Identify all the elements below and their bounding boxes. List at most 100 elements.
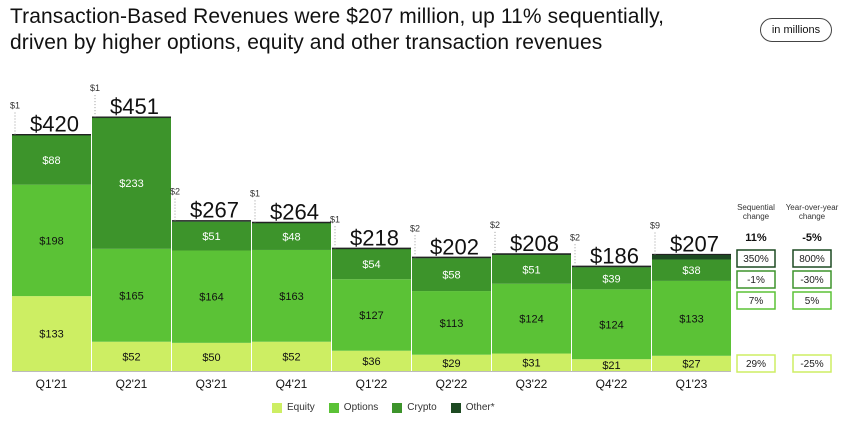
bar-segment-options: [252, 249, 331, 342]
bar-segment-options: [652, 280, 731, 356]
segment-label: $36: [362, 356, 380, 368]
bar-segment-other: [652, 254, 731, 260]
other-label: $9: [650, 220, 660, 230]
change-header: Year-over-year: [786, 203, 839, 212]
total-label: $218: [350, 225, 399, 250]
segment-label: $124: [599, 319, 623, 331]
legend-swatch: [272, 402, 282, 413]
segment-label: $163: [279, 291, 303, 303]
bar-segment-crypto: [412, 258, 491, 292]
category-label: Q1'21: [36, 377, 68, 391]
total-label: $207: [670, 231, 719, 256]
title-line-1: Transaction-Based Revenues were $207 mil…: [10, 5, 665, 28]
segment-label: $164: [199, 292, 223, 304]
bar-segment-equity: [332, 350, 411, 371]
bar-segment-equity: [572, 359, 651, 371]
change-value: 5%: [805, 296, 820, 307]
segment-label: $58: [442, 270, 460, 282]
segment-label: $39: [602, 273, 620, 285]
change-box: [736, 354, 776, 373]
bar-segment-equity: [252, 341, 331, 371]
change-box: [792, 291, 832, 310]
category-label: Q3'21: [196, 377, 228, 391]
change-value: 800%: [799, 254, 825, 265]
total-change: 11%: [745, 232, 767, 244]
change-value: 29%: [746, 359, 766, 370]
bar-segment-options: [572, 289, 651, 360]
legend-item: Equity: [272, 402, 315, 413]
change-value: 7%: [749, 296, 764, 307]
bar-segment-equity: [172, 342, 251, 371]
total-label: $202: [430, 234, 479, 259]
legend-item: Options: [328, 402, 379, 413]
legend-label: Crypto: [407, 402, 437, 413]
change-header: change: [743, 212, 770, 221]
total-change: -5%: [802, 232, 822, 244]
bar-segment-crypto: [252, 222, 331, 250]
change-header: Sequential: [737, 203, 775, 212]
other-label: $2: [570, 232, 580, 242]
units-badge: in millions: [760, 18, 832, 42]
segment-label: $51: [522, 264, 540, 276]
bar-segment-equity: [412, 354, 491, 371]
change-box: [792, 354, 832, 373]
legend: Equity Options Crypto Other*: [272, 402, 495, 413]
legend-swatch: [392, 402, 403, 413]
segment-label: $165: [119, 290, 143, 302]
segment-label: $31: [522, 357, 540, 369]
total-label: $208: [510, 231, 559, 256]
slide-title: Transaction-Based Revenues were $207 mil…: [10, 4, 664, 56]
other-label: $1: [90, 83, 100, 93]
bar-segment-equity: [652, 355, 731, 371]
legend-swatch: [450, 402, 461, 413]
segment-label: $233: [119, 178, 143, 190]
legend-label: Options: [343, 402, 379, 413]
total-label: $186: [590, 243, 639, 268]
segment-label: $38: [682, 265, 700, 277]
bar-segment-options: [412, 291, 491, 355]
change-value: -30%: [800, 275, 823, 286]
bar-segment-crypto: [492, 255, 571, 284]
segment-label: $54: [362, 259, 380, 271]
bar-segment-crypto: [12, 135, 91, 185]
total-label: $264: [270, 199, 319, 224]
change-box: [736, 270, 776, 289]
total-label: $420: [30, 112, 79, 137]
bar-segment-crypto: [652, 259, 731, 281]
change-value: -1%: [747, 275, 765, 286]
bar-segment-equity: [12, 296, 91, 371]
legend-label: Equity: [287, 402, 315, 413]
change-box: [792, 270, 832, 289]
category-label: Q4'21: [276, 377, 308, 391]
legend-item: Crypto: [392, 402, 437, 413]
bar-segment-crypto: [572, 267, 651, 290]
bar-segment-options: [332, 279, 411, 351]
segment-label: $52: [282, 351, 300, 363]
segment-label: $51: [202, 231, 220, 243]
bar-segment-crypto: [332, 248, 411, 280]
category-label: Q4'22: [596, 377, 628, 391]
category-label: Q2'21: [116, 377, 148, 391]
title-line-2: driven by higher options, equity and oth…: [10, 31, 603, 54]
segment-label: $124: [519, 314, 543, 326]
change-box: [792, 249, 832, 268]
bar-segment-equity: [92, 341, 171, 371]
segment-label: $48: [282, 231, 300, 243]
bar-segment-equity: [492, 353, 571, 371]
bar-segment-crypto: [172, 221, 251, 251]
segment-label: $21: [602, 360, 620, 372]
change-value: -25%: [800, 359, 823, 370]
change-value: 350%: [743, 254, 769, 265]
other-label: $2: [490, 220, 500, 230]
segment-label: $133: [679, 313, 703, 325]
segment-label: $133: [39, 329, 63, 341]
category-label: Q1'22: [356, 377, 388, 391]
category-label: Q1'23: [676, 377, 708, 391]
segment-label: $50: [202, 352, 220, 364]
change-box: [736, 291, 776, 310]
other-label: $1: [330, 214, 340, 224]
category-label: Q3'22: [516, 377, 548, 391]
segment-label: $27: [682, 358, 700, 370]
